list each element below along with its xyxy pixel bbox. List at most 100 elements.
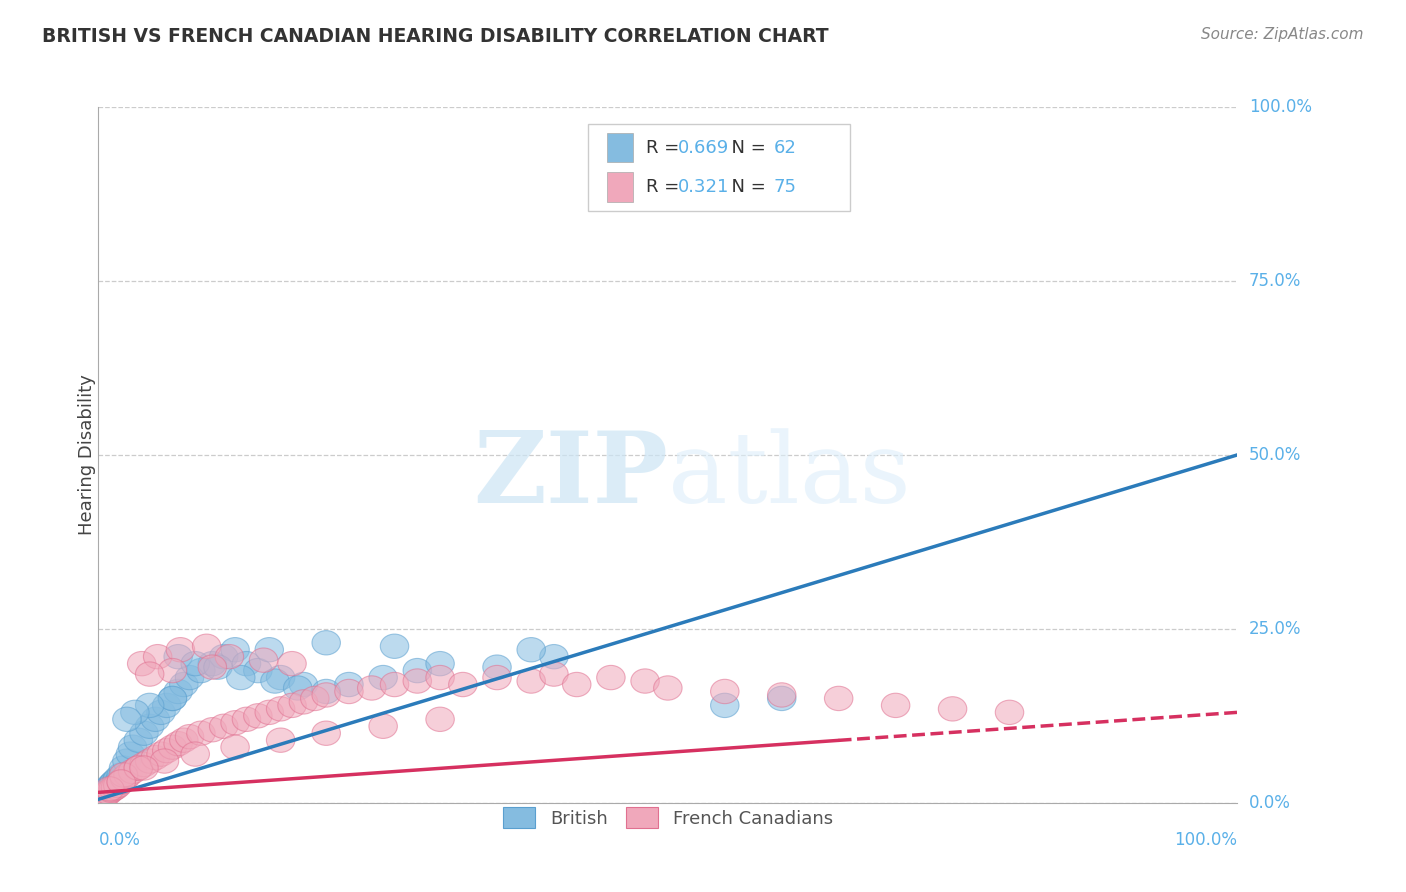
- Ellipse shape: [101, 775, 129, 799]
- Ellipse shape: [111, 766, 139, 790]
- Ellipse shape: [104, 770, 134, 794]
- Ellipse shape: [87, 785, 117, 809]
- Ellipse shape: [94, 778, 122, 803]
- Ellipse shape: [198, 655, 226, 680]
- Ellipse shape: [449, 673, 477, 697]
- Y-axis label: Hearing Disability: Hearing Disability: [79, 375, 96, 535]
- Ellipse shape: [107, 763, 135, 787]
- Ellipse shape: [284, 676, 312, 700]
- Ellipse shape: [266, 728, 295, 752]
- Text: 0.321: 0.321: [678, 178, 730, 196]
- Ellipse shape: [112, 707, 141, 731]
- Ellipse shape: [135, 693, 165, 717]
- Text: 75: 75: [773, 178, 797, 196]
- Ellipse shape: [232, 707, 260, 731]
- Ellipse shape: [146, 742, 176, 766]
- Ellipse shape: [104, 773, 132, 797]
- Text: BRITISH VS FRENCH CANADIAN HEARING DISABILITY CORRELATION CHART: BRITISH VS FRENCH CANADIAN HEARING DISAB…: [42, 27, 828, 45]
- Ellipse shape: [124, 728, 152, 752]
- Ellipse shape: [266, 665, 295, 690]
- Bar: [607, 172, 633, 202]
- Ellipse shape: [482, 665, 512, 690]
- Ellipse shape: [290, 690, 318, 714]
- Ellipse shape: [104, 766, 132, 790]
- Text: Source: ZipAtlas.com: Source: ZipAtlas.com: [1201, 27, 1364, 42]
- Ellipse shape: [124, 756, 152, 780]
- Ellipse shape: [89, 784, 117, 808]
- Ellipse shape: [824, 686, 853, 711]
- Ellipse shape: [110, 763, 138, 787]
- Ellipse shape: [482, 655, 512, 680]
- Ellipse shape: [112, 749, 141, 773]
- Ellipse shape: [91, 780, 120, 805]
- Ellipse shape: [596, 665, 626, 690]
- Ellipse shape: [312, 682, 340, 707]
- Ellipse shape: [426, 665, 454, 690]
- Ellipse shape: [426, 651, 454, 676]
- Ellipse shape: [141, 707, 170, 731]
- Ellipse shape: [90, 784, 118, 808]
- Ellipse shape: [243, 704, 273, 728]
- Text: R =: R =: [647, 139, 685, 157]
- Text: R =: R =: [647, 178, 685, 196]
- Ellipse shape: [107, 770, 135, 794]
- Ellipse shape: [114, 763, 142, 787]
- Ellipse shape: [97, 778, 125, 803]
- Ellipse shape: [232, 651, 260, 676]
- Text: 100.0%: 100.0%: [1249, 98, 1312, 116]
- Ellipse shape: [278, 651, 307, 676]
- Ellipse shape: [98, 777, 127, 801]
- Ellipse shape: [335, 680, 363, 704]
- Ellipse shape: [380, 673, 409, 697]
- Text: 62: 62: [773, 139, 797, 157]
- Ellipse shape: [517, 638, 546, 662]
- Ellipse shape: [266, 697, 295, 721]
- Ellipse shape: [100, 770, 128, 794]
- Ellipse shape: [278, 693, 307, 717]
- Text: 100.0%: 100.0%: [1174, 830, 1237, 848]
- Ellipse shape: [221, 735, 249, 759]
- Ellipse shape: [135, 749, 165, 773]
- Ellipse shape: [176, 665, 204, 690]
- Ellipse shape: [98, 772, 128, 796]
- Ellipse shape: [312, 680, 340, 704]
- Ellipse shape: [97, 773, 125, 797]
- Ellipse shape: [129, 756, 159, 780]
- Ellipse shape: [198, 717, 226, 742]
- Ellipse shape: [117, 742, 145, 766]
- Ellipse shape: [170, 728, 198, 752]
- Ellipse shape: [768, 682, 796, 707]
- Ellipse shape: [159, 686, 187, 711]
- Ellipse shape: [128, 651, 156, 676]
- Text: ZIP: ZIP: [472, 427, 668, 524]
- Ellipse shape: [290, 673, 318, 697]
- Ellipse shape: [129, 752, 159, 777]
- Text: atlas: atlas: [668, 428, 911, 524]
- Ellipse shape: [540, 662, 568, 686]
- Legend: British, French Canadians: British, French Canadians: [496, 800, 839, 836]
- Ellipse shape: [165, 731, 193, 756]
- Ellipse shape: [98, 777, 128, 801]
- Ellipse shape: [882, 693, 910, 717]
- Ellipse shape: [254, 700, 284, 724]
- Ellipse shape: [96, 777, 124, 801]
- Ellipse shape: [204, 655, 232, 680]
- Ellipse shape: [181, 742, 209, 766]
- Ellipse shape: [254, 638, 284, 662]
- Text: 75.0%: 75.0%: [1249, 272, 1301, 290]
- Text: N =: N =: [720, 178, 772, 196]
- Ellipse shape: [110, 756, 138, 780]
- Ellipse shape: [357, 676, 387, 700]
- Ellipse shape: [243, 658, 273, 682]
- Ellipse shape: [312, 631, 340, 655]
- Ellipse shape: [152, 739, 181, 763]
- Ellipse shape: [198, 651, 226, 676]
- Ellipse shape: [87, 785, 117, 809]
- Ellipse shape: [221, 711, 249, 735]
- Ellipse shape: [101, 773, 129, 797]
- Ellipse shape: [121, 700, 149, 724]
- Text: 0.0%: 0.0%: [1249, 794, 1291, 812]
- Ellipse shape: [159, 658, 187, 682]
- Ellipse shape: [94, 780, 122, 805]
- Ellipse shape: [631, 669, 659, 693]
